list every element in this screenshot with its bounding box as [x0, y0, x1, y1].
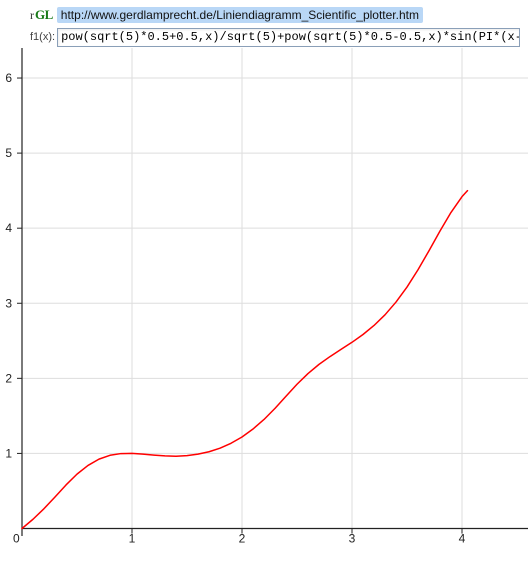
- svg-text:2: 2: [239, 531, 246, 545]
- url-row: r GL http://www.gerdlamprecht.de/Liniend…: [30, 6, 520, 24]
- svg-text:6: 6: [5, 71, 12, 85]
- url-prefix: r: [30, 8, 34, 23]
- header-bar: r GL http://www.gerdlamprecht.de/Liniend…: [30, 6, 520, 47]
- svg-text:5: 5: [5, 146, 12, 160]
- svg-text:3: 3: [349, 531, 356, 545]
- formula-input[interactable]: pow(sqrt(5)*0.5+0.5,x)/sqrt(5)+pow(sqrt(…: [57, 28, 520, 47]
- svg-text:0: 0: [13, 531, 20, 545]
- svg-text:2: 2: [5, 371, 12, 385]
- formula-label: f1(x):: [30, 31, 55, 43]
- svg-text:1: 1: [129, 531, 136, 545]
- svg-text:3: 3: [5, 296, 12, 310]
- svg-text:1: 1: [5, 446, 12, 460]
- svg-text:4: 4: [5, 221, 12, 235]
- gl-logo: GL: [35, 7, 53, 23]
- formula-row: f1(x): pow(sqrt(5)*0.5+0.5,x)/sqrt(5)+po…: [30, 27, 520, 47]
- page-url[interactable]: http://www.gerdlamprecht.de/Liniendiagra…: [57, 7, 423, 23]
- svg-text:4: 4: [459, 531, 466, 545]
- line-chart: 1 2 3 4 5 6 0 1 2 3 4: [0, 48, 528, 561]
- chart-area: 1 2 3 4 5 6 0 1 2 3 4: [0, 48, 528, 561]
